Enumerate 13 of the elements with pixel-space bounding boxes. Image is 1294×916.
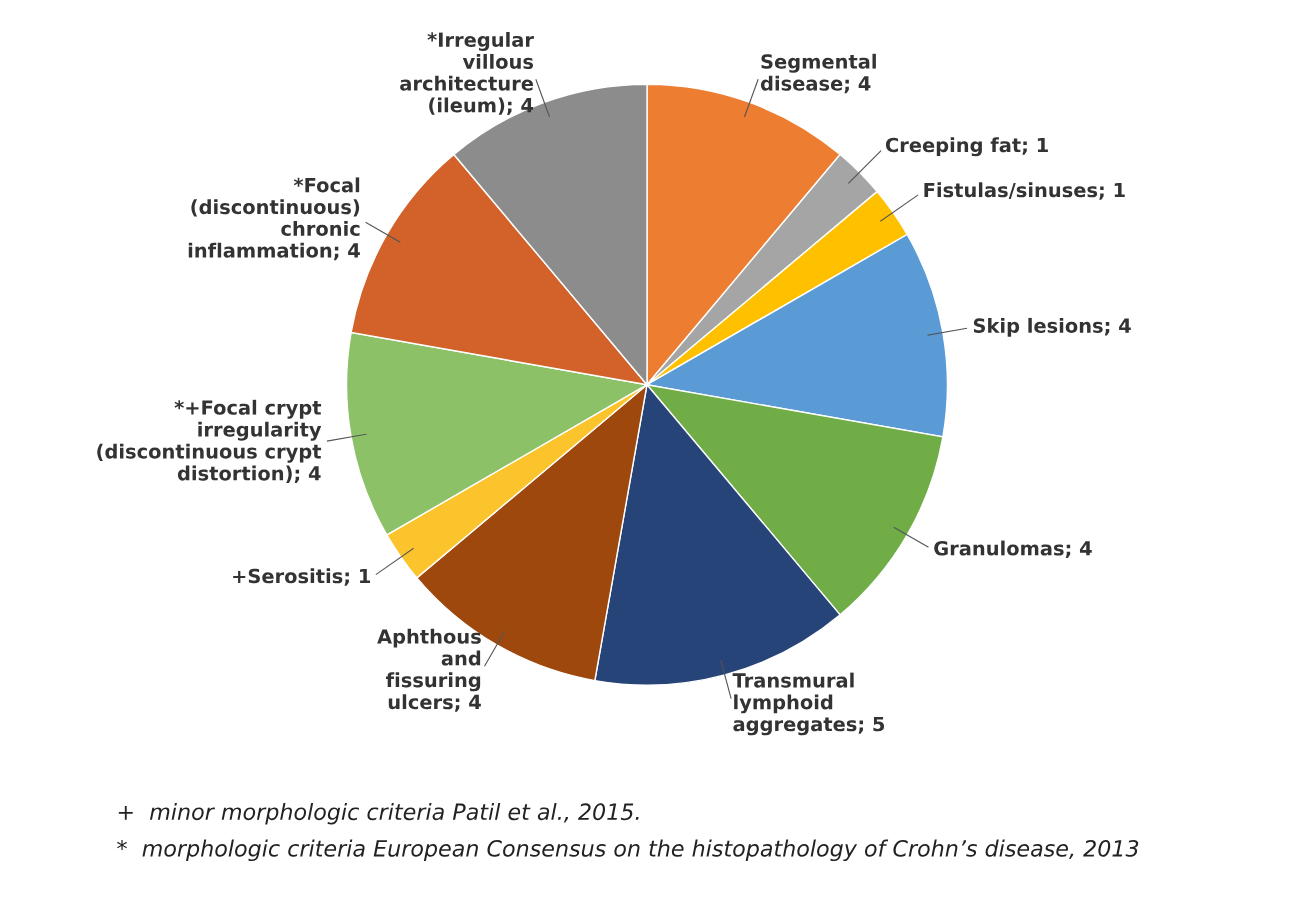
slice-label: Granulomas; 4 [934, 540, 1092, 559]
slice-label: Transmural lymphoid aggregates; 5 [732, 672, 885, 736]
slice-label: Creeping fat; 1 [885, 137, 1048, 157]
slice-label: Fistulas/sinuses; 1 [924, 182, 1125, 200]
slice-label: Skip lesions; 4 [973, 317, 1131, 337]
slice-label: Segmental disease; 4 [760, 53, 876, 94]
slice-label: *+Focal crypt irregularity (discontinuous crypt distortion); 4 [97, 399, 322, 484]
slice-label: *Focal (discontinuous) chronic inflammation; 4 [188, 177, 360, 261]
slice-label: +Serositis; 1 [233, 568, 371, 586]
text: * morphologic criteria European Consensus on the histopathology of Crohn’s disease, 2013 [117, 839, 1139, 862]
text: + minor morphologic criteria Patil et al., 2015. [118, 802, 639, 825]
slice-label: *Irregular villous architecture (ileum); 4 [400, 32, 534, 116]
slice-label: Aphthous and fissuring ulcers; 4 [377, 628, 481, 712]
